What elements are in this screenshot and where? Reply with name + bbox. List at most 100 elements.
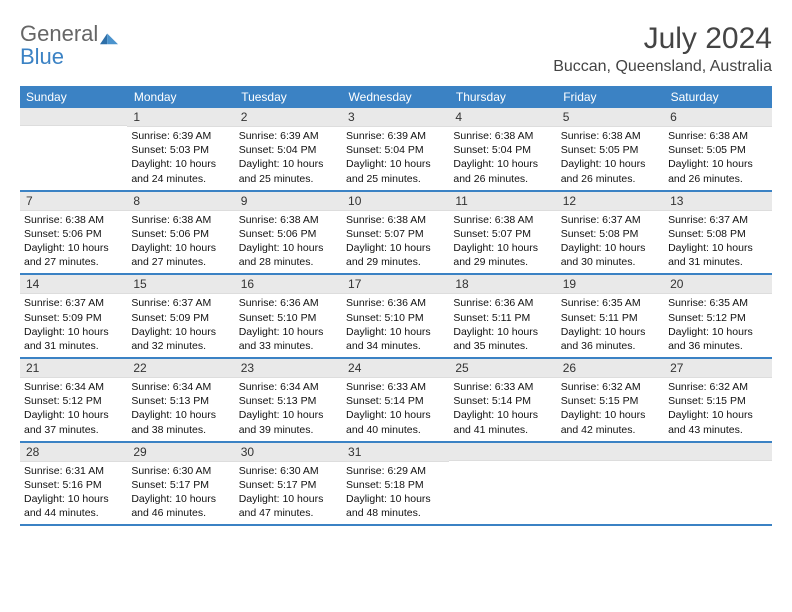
day-cell: 17Sunrise: 6:36 AMSunset: 5:10 PMDayligh…: [342, 274, 449, 358]
day-detail-line: Sunrise: 6:32 AM: [561, 380, 660, 394]
day-number: 17: [342, 275, 449, 294]
day-cell: [449, 442, 556, 526]
day-detail-line: Daylight: 10 hours and 46 minutes.: [131, 492, 230, 520]
day-cell: 23Sunrise: 6:34 AMSunset: 5:13 PMDayligh…: [235, 358, 342, 442]
day-details: Sunrise: 6:32 AMSunset: 5:15 PMDaylight:…: [557, 378, 664, 441]
week-row: 1Sunrise: 6:39 AMSunset: 5:03 PMDaylight…: [20, 108, 772, 191]
day-number: 28: [20, 443, 127, 462]
day-details: Sunrise: 6:38 AMSunset: 5:06 PMDaylight:…: [20, 211, 127, 274]
day-detail-line: Daylight: 10 hours and 27 minutes.: [131, 241, 230, 269]
day-number: 8: [127, 192, 234, 211]
day-detail-line: Sunrise: 6:31 AM: [24, 464, 123, 478]
day-detail-line: Daylight: 10 hours and 25 minutes.: [346, 157, 445, 185]
title-block: July 2024 Buccan, Queensland, Australia: [553, 22, 772, 76]
day-detail-line: Daylight: 10 hours and 38 minutes.: [131, 408, 230, 436]
day-detail-line: Sunrise: 6:39 AM: [346, 129, 445, 143]
day-detail-line: Daylight: 10 hours and 30 minutes.: [561, 241, 660, 269]
day-details: Sunrise: 6:38 AMSunset: 5:07 PMDaylight:…: [449, 211, 556, 274]
day-details: Sunrise: 6:37 AMSunset: 5:09 PMDaylight:…: [20, 294, 127, 357]
day-detail-line: Sunrise: 6:38 AM: [346, 213, 445, 227]
day-cell: 27Sunrise: 6:32 AMSunset: 5:15 PMDayligh…: [664, 358, 771, 442]
day-detail-line: Daylight: 10 hours and 35 minutes.: [453, 325, 552, 353]
day-cell: 29Sunrise: 6:30 AMSunset: 5:17 PMDayligh…: [127, 442, 234, 526]
day-cell: 2Sunrise: 6:39 AMSunset: 5:04 PMDaylight…: [235, 108, 342, 191]
day-details: Sunrise: 6:37 AMSunset: 5:08 PMDaylight:…: [557, 211, 664, 274]
day-detail-line: Sunrise: 6:34 AM: [131, 380, 230, 394]
day-cell: 5Sunrise: 6:38 AMSunset: 5:05 PMDaylight…: [557, 108, 664, 191]
day-detail-line: Sunrise: 6:38 AM: [239, 213, 338, 227]
day-cell: 21Sunrise: 6:34 AMSunset: 5:12 PMDayligh…: [20, 358, 127, 442]
day-details: Sunrise: 6:38 AMSunset: 5:04 PMDaylight:…: [449, 127, 556, 190]
day-detail-line: Daylight: 10 hours and 27 minutes.: [24, 241, 123, 269]
day-number: 14: [20, 275, 127, 294]
day-details: Sunrise: 6:31 AMSunset: 5:16 PMDaylight:…: [20, 462, 127, 525]
day-detail-line: Sunset: 5:14 PM: [346, 394, 445, 408]
day-detail-line: Sunrise: 6:36 AM: [453, 296, 552, 310]
day-detail-line: Sunset: 5:12 PM: [24, 394, 123, 408]
day-number: 26: [557, 359, 664, 378]
day-details: Sunrise: 6:29 AMSunset: 5:18 PMDaylight:…: [342, 462, 449, 525]
day-cell: 28Sunrise: 6:31 AMSunset: 5:16 PMDayligh…: [20, 442, 127, 526]
day-number: 16: [235, 275, 342, 294]
day-cell: 25Sunrise: 6:33 AMSunset: 5:14 PMDayligh…: [449, 358, 556, 442]
day-cell: 16Sunrise: 6:36 AMSunset: 5:10 PMDayligh…: [235, 274, 342, 358]
logo-text-b: Blue: [20, 44, 64, 69]
day-details: Sunrise: 6:38 AMSunset: 5:07 PMDaylight:…: [342, 211, 449, 274]
day-detail-line: Sunset: 5:08 PM: [668, 227, 767, 241]
day-details: Sunrise: 6:34 AMSunset: 5:13 PMDaylight:…: [127, 378, 234, 441]
day-cell: 30Sunrise: 6:30 AMSunset: 5:17 PMDayligh…: [235, 442, 342, 526]
day-number: 24: [342, 359, 449, 378]
day-details: [557, 461, 664, 467]
day-detail-line: Daylight: 10 hours and 39 minutes.: [239, 408, 338, 436]
day-detail-line: Sunset: 5:05 PM: [561, 143, 660, 157]
day-detail-line: Sunset: 5:05 PM: [668, 143, 767, 157]
day-detail-line: Daylight: 10 hours and 31 minutes.: [24, 325, 123, 353]
day-cell: 11Sunrise: 6:38 AMSunset: 5:07 PMDayligh…: [449, 191, 556, 275]
day-details: Sunrise: 6:36 AMSunset: 5:10 PMDaylight:…: [235, 294, 342, 357]
day-detail-line: Sunset: 5:13 PM: [239, 394, 338, 408]
day-number: 15: [127, 275, 234, 294]
day-header-wednesday: Wednesday: [342, 86, 449, 108]
day-cell: 1Sunrise: 6:39 AMSunset: 5:03 PMDaylight…: [127, 108, 234, 191]
day-number: 30: [235, 443, 342, 462]
day-cell: 7Sunrise: 6:38 AMSunset: 5:06 PMDaylight…: [20, 191, 127, 275]
day-cell: [664, 442, 771, 526]
day-number: 7: [20, 192, 127, 211]
day-details: Sunrise: 6:34 AMSunset: 5:12 PMDaylight:…: [20, 378, 127, 441]
day-details: Sunrise: 6:37 AMSunset: 5:08 PMDaylight:…: [664, 211, 771, 274]
day-number: 6: [664, 108, 771, 127]
day-details: Sunrise: 6:38 AMSunset: 5:06 PMDaylight:…: [235, 211, 342, 274]
day-number: [664, 443, 771, 461]
day-detail-line: Daylight: 10 hours and 44 minutes.: [24, 492, 123, 520]
day-cell: 15Sunrise: 6:37 AMSunset: 5:09 PMDayligh…: [127, 274, 234, 358]
day-header-sunday: Sunday: [20, 86, 127, 108]
day-details: Sunrise: 6:33 AMSunset: 5:14 PMDaylight:…: [449, 378, 556, 441]
day-detail-line: Daylight: 10 hours and 32 minutes.: [131, 325, 230, 353]
day-detail-line: Daylight: 10 hours and 34 minutes.: [346, 325, 445, 353]
day-detail-line: Sunrise: 6:38 AM: [24, 213, 123, 227]
day-detail-line: Sunrise: 6:38 AM: [131, 213, 230, 227]
day-number: [557, 443, 664, 461]
day-detail-line: Daylight: 10 hours and 43 minutes.: [668, 408, 767, 436]
day-cell: 26Sunrise: 6:32 AMSunset: 5:15 PMDayligh…: [557, 358, 664, 442]
day-detail-line: Sunset: 5:10 PM: [239, 311, 338, 325]
week-row: 28Sunrise: 6:31 AMSunset: 5:16 PMDayligh…: [20, 442, 772, 526]
day-cell: 20Sunrise: 6:35 AMSunset: 5:12 PMDayligh…: [664, 274, 771, 358]
day-details: Sunrise: 6:35 AMSunset: 5:12 PMDaylight:…: [664, 294, 771, 357]
day-detail-line: Sunset: 5:06 PM: [24, 227, 123, 241]
day-detail-line: Sunset: 5:14 PM: [453, 394, 552, 408]
day-detail-line: Daylight: 10 hours and 26 minutes.: [668, 157, 767, 185]
day-details: Sunrise: 6:39 AMSunset: 5:04 PMDaylight:…: [342, 127, 449, 190]
day-detail-line: Sunset: 5:09 PM: [131, 311, 230, 325]
day-cell: 9Sunrise: 6:38 AMSunset: 5:06 PMDaylight…: [235, 191, 342, 275]
day-cell: [20, 108, 127, 191]
day-details: Sunrise: 6:38 AMSunset: 5:05 PMDaylight:…: [557, 127, 664, 190]
day-detail-line: Sunset: 5:15 PM: [561, 394, 660, 408]
day-detail-line: Sunset: 5:04 PM: [346, 143, 445, 157]
day-detail-line: Sunrise: 6:34 AM: [239, 380, 338, 394]
day-details: Sunrise: 6:37 AMSunset: 5:09 PMDaylight:…: [127, 294, 234, 357]
week-row: 21Sunrise: 6:34 AMSunset: 5:12 PMDayligh…: [20, 358, 772, 442]
day-details: [20, 126, 127, 132]
day-number: 27: [664, 359, 771, 378]
day-header-saturday: Saturday: [664, 86, 771, 108]
